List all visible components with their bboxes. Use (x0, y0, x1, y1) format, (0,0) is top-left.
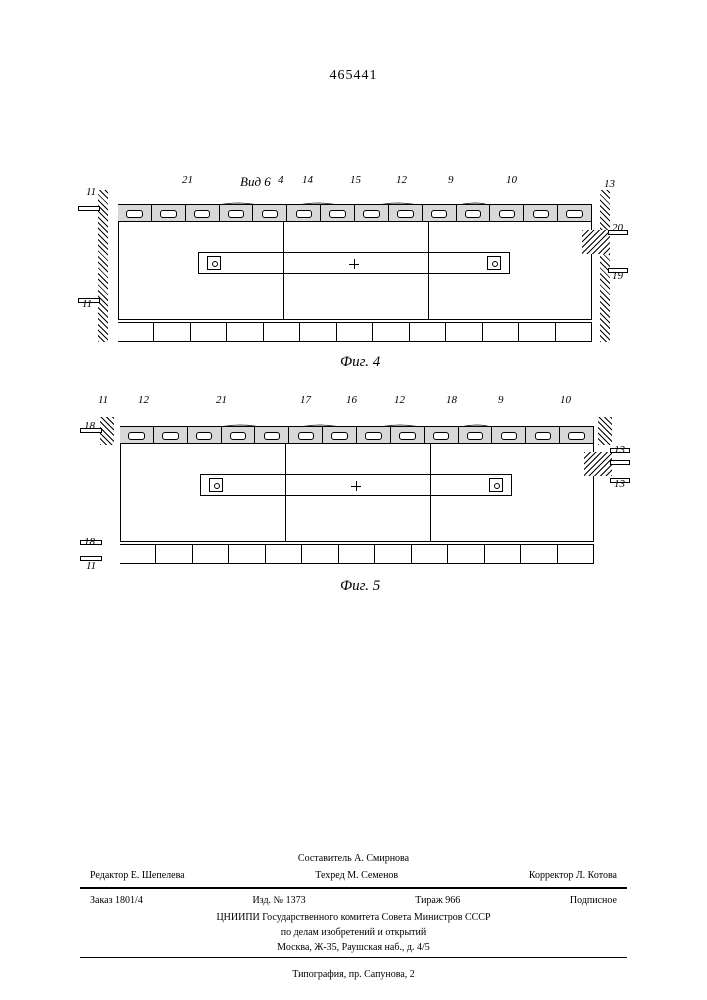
right-frame (594, 412, 612, 564)
inner-bar (198, 252, 510, 274)
patent-number: 465441 (330, 68, 378, 84)
ref-num: 11 (82, 298, 92, 310)
org2: по делам изобретений и открытий (80, 925, 627, 940)
ref-num: 21 (182, 174, 193, 186)
editor: Редактор Е. Шепелева (90, 868, 185, 883)
ref-num: 11 (86, 186, 96, 198)
ref-num: 19 (612, 270, 623, 282)
top-blocks (118, 204, 592, 222)
bottom-track (120, 544, 594, 564)
right-frame (592, 190, 610, 342)
tirage: Тираж 966 (415, 893, 460, 908)
ref-num: 10 (506, 174, 517, 186)
ref-num: 13 (604, 178, 615, 190)
ref-num: 13 (614, 478, 625, 490)
tech: Техред М. Семенов (315, 868, 398, 883)
left-frame (98, 190, 118, 342)
org1: ЦНИИПИ Государственного комитета Совета … (80, 910, 627, 925)
pin (610, 460, 630, 465)
subscribe: Подписное (570, 893, 617, 908)
ref-num: 10 (560, 394, 571, 406)
ref-num: 16 (346, 394, 357, 406)
corrector: Корректор Л. Котова (529, 868, 617, 883)
address: Москва, Ж-35, Раушская наб., д. 4/5 (80, 940, 627, 955)
ref-num: 18 (446, 394, 457, 406)
pin (78, 206, 100, 211)
left-frame (100, 412, 120, 564)
figure-4 (98, 190, 610, 342)
ref-num: 12 (394, 394, 405, 406)
corner-hatch (584, 452, 612, 476)
ref-num: 13 (614, 444, 625, 456)
ref-num: 15 (350, 174, 361, 186)
ref-num: 17 (300, 394, 311, 406)
ref-num: 18 (84, 536, 95, 548)
ref-num: 9 (448, 174, 454, 186)
issue: Изд. № 1373 (252, 893, 305, 908)
typography-line: Типография, пр. Сапунова, 2 (292, 969, 415, 980)
credits-block: Составитель А. Смирнова Редактор Е. Шепе… (80, 851, 627, 960)
ref-num: 9 (498, 394, 504, 406)
ref-num: 20 (612, 222, 623, 234)
ref-num: 11 (98, 394, 108, 406)
order: Заказ 1801/4 (90, 893, 143, 908)
ref-num: 12 (396, 174, 407, 186)
ref-num: 11 (86, 560, 96, 572)
ref-num: 21 (216, 394, 227, 406)
figure-5-caption: Фиг. 5 (340, 578, 380, 595)
ref-num: 18 (84, 420, 95, 432)
corner-hatch (582, 230, 610, 254)
compiler-line: Составитель А. Смирнова (80, 851, 627, 866)
ref-num: 12 (138, 394, 149, 406)
ref-num: 14 (302, 174, 313, 186)
top-blocks (120, 426, 594, 444)
inner-bar (200, 474, 512, 496)
ref-num: 4 (278, 174, 284, 186)
figure-4-caption: Фиг. 4 (340, 354, 380, 371)
figure-5 (100, 412, 612, 564)
bottom-track (118, 322, 592, 342)
view-label: Вид 6 (240, 174, 271, 190)
